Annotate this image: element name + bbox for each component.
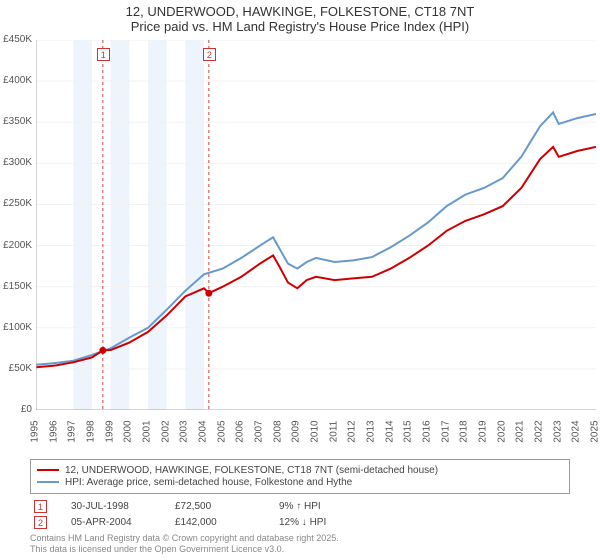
title-address: 12, UNDERWOOD, HAWKINGE, FOLKESTONE, CT1… — [10, 4, 590, 19]
x-tick-label: 2004 — [198, 420, 209, 442]
x-tick-label: 2019 — [478, 420, 489, 442]
chart-marker-1: 1 — [97, 48, 110, 61]
chart-area: £0£50K£100K£150K£200K£250K£300K£350K£400… — [36, 40, 596, 410]
x-tick-label: 2020 — [496, 420, 507, 442]
y-tick-label: £350K — [3, 116, 32, 127]
legend-text-hpi: HPI: Average price, semi-detached house,… — [65, 477, 352, 488]
x-tick-label: 2015 — [403, 420, 414, 442]
legend-swatch-blue — [37, 481, 59, 483]
legend-row-property: 12, UNDERWOOD, HAWKINGE, FOLKESTONE, CT1… — [37, 465, 563, 476]
x-tick-label: 2001 — [142, 420, 153, 442]
legend-row-hpi: HPI: Average price, semi-detached house,… — [37, 477, 563, 488]
x-tick-label: 2011 — [328, 421, 339, 443]
copyright-line1: Contains HM Land Registry data © Crown c… — [30, 533, 570, 545]
x-tick-label: 2024 — [571, 420, 582, 442]
y-tick-label: £450K — [3, 34, 32, 45]
copyright-line2: This data is licensed under the Open Gov… — [30, 544, 570, 556]
sale-row-2: 2 05-APR-2004 £142,000 12% ↓ HPI — [34, 516, 570, 529]
x-tick-label: 2007 — [254, 420, 265, 442]
x-tick-label: 2018 — [459, 420, 470, 442]
chart-marker-2: 2 — [203, 48, 216, 61]
footer: 12, UNDERWOOD, HAWKINGE, FOLKESTONE, CT1… — [30, 459, 570, 556]
sale-date-1: 30-JUL-1998 — [71, 501, 151, 512]
sale-date-2: 05-APR-2004 — [71, 517, 151, 528]
x-tick-label: 1997 — [67, 420, 78, 442]
sale-row-1: 1 30-JUL-1998 £72,500 9% ↑ HPI — [34, 500, 570, 513]
legend-text-property: 12, UNDERWOOD, HAWKINGE, FOLKESTONE, CT1… — [65, 465, 438, 476]
x-tick-label: 2017 — [440, 420, 451, 442]
x-tick-label: 2000 — [123, 420, 134, 442]
x-tick-label: 2016 — [422, 420, 433, 442]
legend-box: 12, UNDERWOOD, HAWKINGE, FOLKESTONE, CT1… — [30, 459, 570, 494]
chart-container: 12, UNDERWOOD, HAWKINGE, FOLKESTONE, CT1… — [0, 0, 600, 560]
y-tick-label: £50K — [9, 363, 32, 374]
title-block: 12, UNDERWOOD, HAWKINGE, FOLKESTONE, CT1… — [0, 0, 600, 40]
y-tick-label: £250K — [3, 198, 32, 209]
y-tick-label: £0 — [21, 404, 32, 415]
x-tick-label: 2008 — [272, 420, 283, 442]
copyright: Contains HM Land Registry data © Crown c… — [30, 533, 570, 556]
x-tick-label: 2002 — [160, 420, 171, 442]
x-tick-label: 2010 — [310, 420, 321, 442]
x-tick-label: 1999 — [104, 420, 115, 442]
y-tick-label: £300K — [3, 157, 32, 168]
x-tick-label: 2005 — [216, 420, 227, 442]
x-tick-label: 2012 — [347, 420, 358, 442]
sale-marker-1: 1 — [34, 500, 47, 513]
x-tick-label: 2003 — [179, 420, 190, 442]
x-tick-label: 2013 — [366, 420, 377, 442]
y-tick-label: £150K — [3, 281, 32, 292]
sale-delta-2: 12% ↓ HPI — [279, 517, 359, 528]
sale-marker-2: 2 — [34, 516, 47, 529]
x-tick-label: 1996 — [48, 420, 59, 442]
title-subtitle: Price paid vs. HM Land Registry's House … — [10, 19, 590, 34]
x-tick-label: 2009 — [291, 420, 302, 442]
x-tick-label: 1998 — [86, 420, 97, 442]
sale-price-1: £72,500 — [175, 501, 255, 512]
x-tick-label: 1995 — [30, 420, 41, 442]
chart-svg — [36, 40, 596, 410]
x-tick-label: 2023 — [552, 420, 563, 442]
y-tick-label: £400K — [3, 75, 32, 86]
x-tick-label: 2025 — [590, 420, 600, 442]
x-tick-label: 2021 — [515, 420, 526, 442]
sale-delta-1: 9% ↑ HPI — [279, 501, 359, 512]
legend-swatch-red — [37, 469, 59, 471]
y-tick-label: £100K — [3, 322, 32, 333]
x-tick-label: 2006 — [235, 420, 246, 442]
sale-price-2: £142,000 — [175, 517, 255, 528]
x-tick-label: 2014 — [384, 420, 395, 442]
y-tick-label: £200K — [3, 240, 32, 251]
x-tick-label: 2022 — [534, 420, 545, 442]
